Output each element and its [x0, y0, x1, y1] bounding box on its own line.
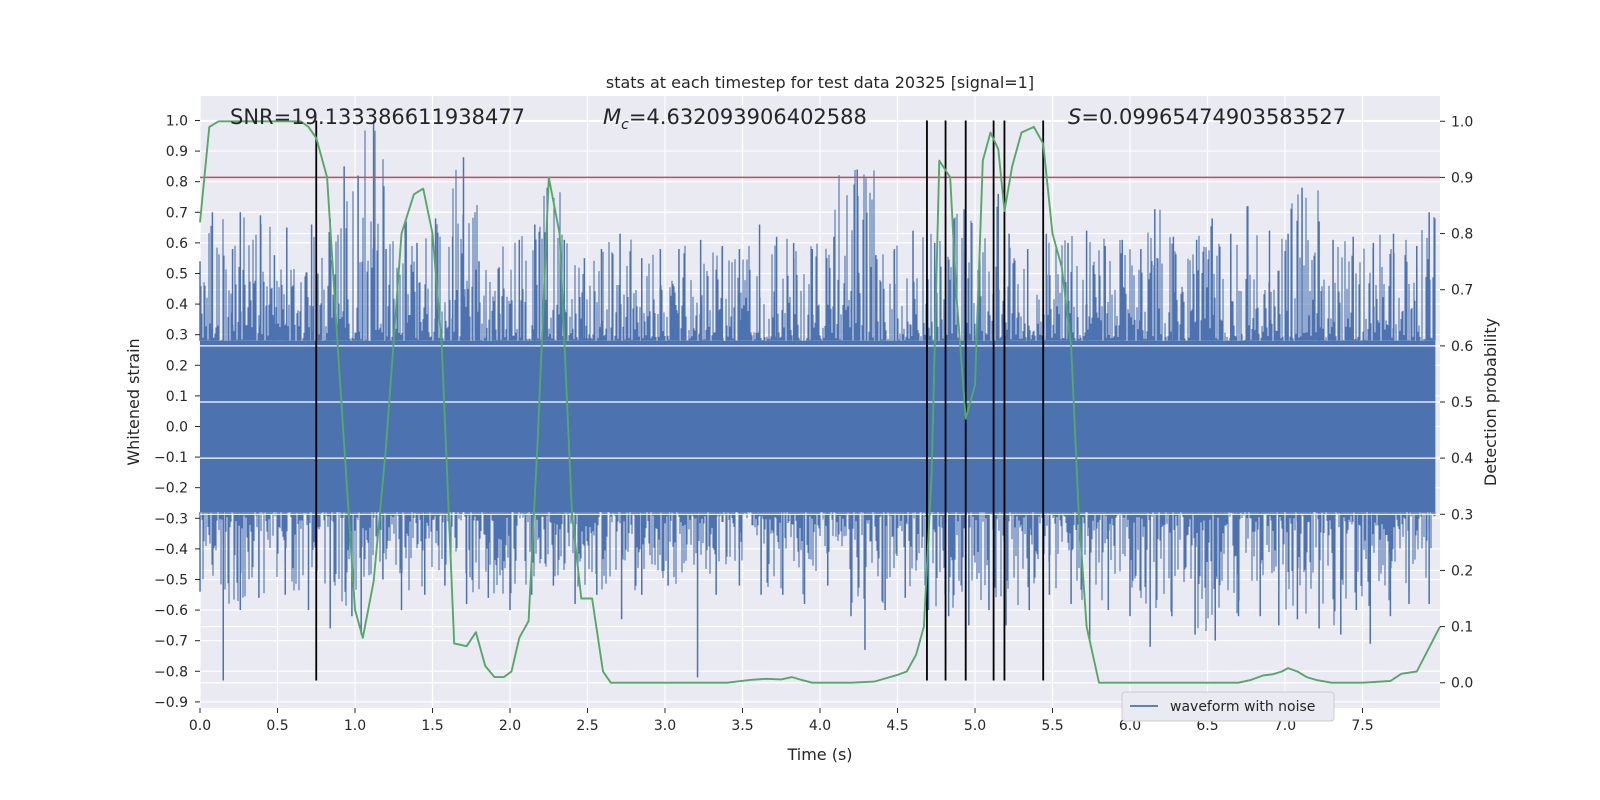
y2-tick-label: 0.0	[1451, 676, 1473, 692]
y2-tick-label: 0.9	[1451, 170, 1473, 186]
y-tick-label: 0.8	[166, 175, 188, 191]
x-tick-label: 0.5	[266, 718, 288, 734]
y-tick-label: −0.6	[154, 603, 188, 619]
legend-entry: waveform with noise	[1170, 699, 1315, 715]
y-tick-label: −0.9	[154, 695, 188, 711]
y2-tick-label: 1.0	[1451, 114, 1473, 130]
probability-series	[199, 120, 1441, 684]
chirp-mass-value: =4.632093906402588	[629, 105, 867, 129]
s-annotation: S=0.09965474903583527	[1068, 105, 1346, 129]
y-tick-label: 0.5	[166, 266, 188, 282]
y-tick-label: 0.4	[166, 297, 188, 313]
x-tick-label: 2.5	[576, 718, 598, 734]
y-tick-label: −0.7	[154, 634, 188, 650]
y-tick-label: −0.3	[154, 511, 188, 527]
axes: 0.0 0.5 1.0 1.5 2.0 2.5 3.0 3.5 4.0 4.5 5.0 5.5 6.0 6…	[154, 113, 1473, 734]
chirp-mass-subscript: c	[621, 117, 629, 133]
overlay-lines	[200, 120, 1440, 681]
x-tick-label: 6.0	[1119, 718, 1141, 734]
y-tick-label: 0.3	[166, 328, 188, 344]
x-tick-label: 3.5	[731, 718, 753, 734]
x-tick-label: 4.0	[809, 718, 831, 734]
waveform-series	[199, 120, 1436, 681]
y2-tick-label: 0.3	[1451, 507, 1473, 523]
y2-tick-label: 0.5	[1451, 395, 1473, 411]
x-tick-label: 2.0	[499, 718, 521, 734]
y2-tick-label: 0.4	[1451, 451, 1473, 467]
legend: waveform with noise	[1121, 691, 1335, 722]
x-tick-label: 5.0	[964, 718, 986, 734]
y2-axis-label: Detection probability	[1481, 318, 1500, 486]
y-tick-label: −0.2	[154, 481, 188, 497]
s-value: =0.09965474903583527	[1081, 105, 1346, 129]
x-tick-label: 1.0	[344, 718, 366, 734]
x-tick-label: 7.5	[1351, 718, 1373, 734]
y2-tick-label: 0.8	[1451, 227, 1473, 243]
x-tick-label: 3.0	[654, 718, 676, 734]
waveform-core	[200, 340, 1436, 513]
x-tick-label: 6.5	[1196, 718, 1218, 734]
y-tick-label: −0.8	[154, 664, 188, 680]
chirp-mass-symbol: M	[603, 105, 621, 129]
x-tick-label: 0.0	[189, 718, 211, 734]
probability-line	[199, 120, 1441, 684]
y-tick-label: −0.4	[154, 542, 188, 558]
y-tick-label: 0.0	[166, 419, 188, 435]
y-tick-label: 0.9	[166, 144, 188, 160]
y-tick-label: 0.6	[166, 236, 188, 252]
y-axis-label: Whitened strain	[124, 338, 143, 465]
snr-annotation: SNR=19.133386611938477	[230, 105, 525, 129]
x-tick-label: 7.0	[1274, 718, 1296, 734]
y-tick-label: 1.0	[166, 113, 188, 129]
y-tick-label: −0.5	[154, 572, 188, 588]
y2-tick-label: 0.2	[1451, 563, 1473, 579]
x-tick-label: 4.5	[886, 718, 908, 734]
chirp-mass-annotation: Mc=4.632093906402588	[603, 105, 867, 133]
y-tick-label: 0.7	[166, 205, 188, 221]
x-tick-label: 5.5	[1041, 718, 1063, 734]
y-tick-label: −0.1	[154, 450, 188, 466]
legend-box	[1121, 691, 1335, 722]
y2-tick-label: 0.6	[1451, 339, 1473, 355]
x-tick-label: 1.5	[421, 718, 443, 734]
x-axis-label: Time (s)	[786, 745, 852, 764]
y2-tick-label: 0.1	[1451, 620, 1473, 636]
s-symbol: S	[1068, 105, 1081, 129]
y-tick-label: 0.1	[166, 389, 188, 405]
y2-tick-label: 0.7	[1451, 283, 1473, 299]
chart-title: stats at each timestep for test data 203…	[606, 73, 1034, 92]
y-tick-label: 0.2	[166, 358, 188, 374]
